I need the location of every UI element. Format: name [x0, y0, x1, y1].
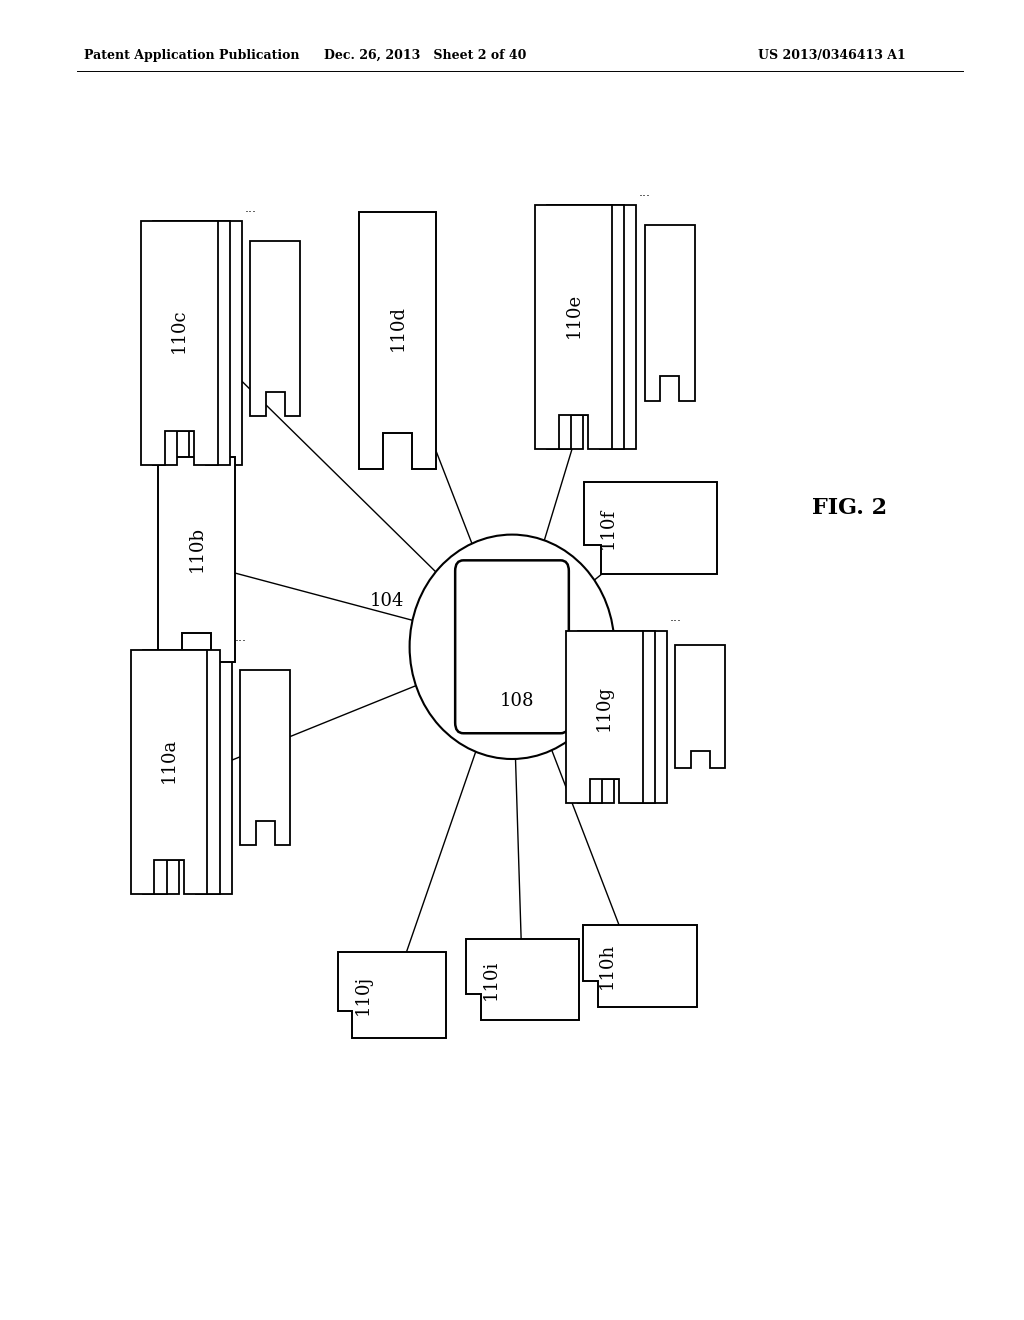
Polygon shape — [565, 631, 643, 803]
Ellipse shape — [410, 535, 614, 759]
Polygon shape — [590, 631, 668, 803]
Text: 110i: 110i — [481, 960, 500, 999]
Polygon shape — [584, 482, 717, 574]
Polygon shape — [143, 651, 220, 895]
Polygon shape — [140, 220, 217, 466]
Text: Dec. 26, 2013   Sheet 2 of 40: Dec. 26, 2013 Sheet 2 of 40 — [324, 49, 526, 62]
Text: 110j: 110j — [354, 975, 372, 1015]
Text: 110g: 110g — [595, 685, 613, 731]
Polygon shape — [158, 458, 236, 663]
Polygon shape — [548, 205, 625, 449]
Polygon shape — [466, 939, 579, 1020]
Polygon shape — [154, 220, 229, 466]
Polygon shape — [560, 205, 637, 449]
Polygon shape — [583, 925, 697, 1007]
Text: 110b: 110b — [187, 527, 206, 573]
Text: ...: ... — [639, 186, 650, 198]
Text: 108: 108 — [500, 692, 535, 710]
Text: FIG. 2: FIG. 2 — [812, 498, 888, 519]
Polygon shape — [536, 205, 612, 449]
Text: US 2013/0346413 A1: US 2013/0346413 A1 — [758, 49, 905, 62]
Polygon shape — [676, 644, 725, 768]
Polygon shape — [338, 953, 446, 1038]
Polygon shape — [156, 651, 231, 895]
Text: 110c: 110c — [170, 309, 188, 354]
Text: 110d: 110d — [388, 305, 407, 351]
Text: Patent Application Publication: Patent Application Publication — [84, 49, 299, 62]
Polygon shape — [578, 631, 655, 803]
Polygon shape — [165, 220, 242, 466]
Text: 110a: 110a — [160, 738, 178, 783]
Polygon shape — [645, 224, 694, 401]
Text: 104: 104 — [370, 591, 404, 610]
Polygon shape — [131, 651, 207, 895]
FancyBboxPatch shape — [455, 560, 569, 734]
Text: ...: ... — [245, 202, 256, 214]
Text: ...: ... — [670, 611, 681, 624]
Text: 110h: 110h — [598, 942, 616, 990]
Polygon shape — [359, 211, 436, 470]
Polygon shape — [240, 669, 290, 846]
Polygon shape — [250, 240, 300, 417]
Text: 110e: 110e — [564, 293, 583, 338]
Text: 110f: 110f — [599, 507, 617, 549]
Text: ...: ... — [234, 631, 246, 644]
